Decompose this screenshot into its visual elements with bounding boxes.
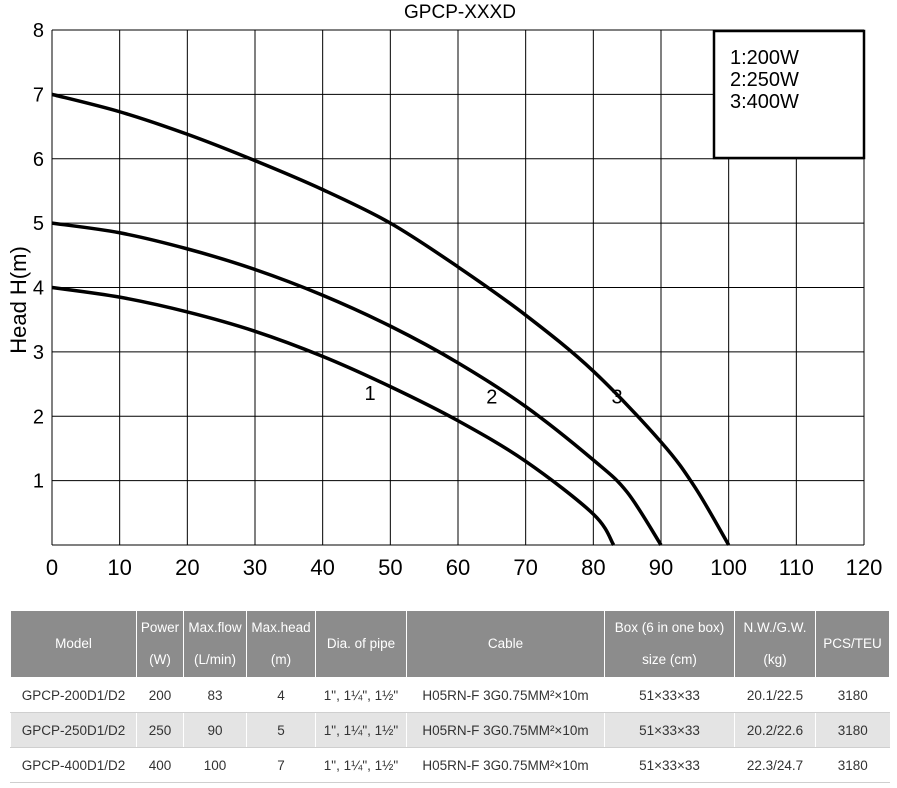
column-header: Max.flow (L/min) (183, 610, 247, 678)
table-cell: 7 (246, 747, 316, 783)
column-header-line2: (kg) (763, 652, 787, 667)
y-tick-label: 6 (33, 149, 44, 171)
table-cell: 3180 (815, 677, 890, 713)
chart-curves (51, 92, 731, 546)
column-header-line1: PCS/TEU (823, 636, 882, 651)
table-cell: 1", 1¼", 1½" (315, 712, 407, 748)
x-tick-label: 10 (107, 555, 131, 580)
column-header-line2: size (cm) (642, 652, 697, 667)
curve-1 (51, 285, 616, 546)
table-cell: 3180 (815, 712, 890, 748)
column-header: Model (10, 610, 137, 678)
column-header: PCS/TEU (815, 610, 890, 678)
table-cell: 3180 (815, 747, 890, 783)
column-header-line1: Model (55, 636, 92, 651)
table-cell: 1", 1¼", 1½" (315, 677, 407, 713)
x-tick-label: 110 (779, 555, 814, 580)
x-tick-label: 0 (46, 555, 58, 580)
spec-table: Model Power (W) Max.flow (L/min) Max.head (m) D… (10, 610, 890, 783)
table-cell: 20.2/22.6 (734, 712, 816, 748)
y-axis-label: Head H(m) (6, 246, 31, 354)
table-row: GPCP-400D1/D2 400 100 7 1", 1¼", 1½" H05RN-F … (10, 747, 890, 783)
y-tick-label: 3 (33, 342, 44, 364)
column-header-line2: (m) (270, 652, 292, 667)
legend-entry: 1:200W (730, 47, 799, 69)
table-cell: 1", 1¼", 1½" (315, 747, 407, 783)
column-header-line1: N.W./G.W. (743, 620, 807, 635)
column-header: N.W./G.W. (kg) (734, 610, 816, 678)
table-cell: H05RN-F 3G0.75MM²×10m (406, 712, 605, 748)
table-cell: 4 (246, 677, 316, 713)
y-tick-label: 4 (33, 278, 44, 300)
table-cell: GPCP-400D1/D2 (10, 747, 137, 783)
column-header: Power (W) (136, 610, 184, 678)
column-header-line1: Box (6 in one box) (614, 620, 725, 635)
table-cell: 250 (136, 712, 184, 748)
column-header-line1: Max.head (251, 620, 311, 635)
table-cell: GPCP-250D1/D2 (10, 712, 137, 748)
column-header-line2: (L/min) (193, 652, 236, 667)
table-cell: 51×33×33 (604, 677, 735, 713)
x-tick-label: 20 (175, 555, 199, 580)
table-cell: GPCP-200D1/D2 (10, 677, 137, 713)
table-header-row: Model Power (W) Max.flow (L/min) Max.head (m) D… (10, 610, 890, 678)
x-tick-label: 80 (581, 555, 605, 580)
table-cell: 83 (183, 677, 247, 713)
legend-entry: 3:400W (730, 91, 799, 113)
pump-performance-chart: GPCP-XXXD 0 10 20 30 40 50 60 70 80 90 100 110 120 1… (6, 2, 882, 580)
y-axis-ticks: 1 2 3 4 5 6 7 8 (33, 20, 44, 493)
table-cell: 51×33×33 (604, 747, 735, 783)
table-cell: 90 (183, 712, 247, 748)
curve-label-1: 1 (364, 383, 375, 405)
column-header-line1: Dia. of pipe (326, 636, 396, 651)
table-row: GPCP-250D1/D2 250 90 5 1", 1¼", 1½" H05RN-F 3… (10, 712, 890, 748)
table-cell: H05RN-F 3G0.75MM²×10m (406, 677, 605, 713)
curve-2 (51, 221, 663, 546)
table-row: GPCP-200D1/D2 200 83 4 1", 1¼", 1½" H05RN-F 3… (10, 677, 890, 713)
table-cell: 100 (183, 747, 247, 783)
x-tick-label: 50 (378, 555, 402, 580)
x-tick-label: 120 (846, 555, 883, 580)
y-tick-label: 1 (33, 471, 44, 493)
curve-labels: 1 2 3 (364, 383, 622, 408)
x-tick-label: 100 (710, 555, 747, 580)
column-header: Cable (406, 610, 605, 678)
table-cell: 51×33×33 (604, 712, 735, 748)
column-header-line2: (W) (149, 652, 171, 667)
x-tick-label: 60 (446, 555, 470, 580)
curve-label-3: 3 (611, 386, 622, 408)
y-tick-label: 2 (33, 406, 44, 428)
legend-entry: 2:250W (730, 69, 799, 91)
y-tick-label: 5 (33, 213, 44, 235)
column-header: Box (6 in one box) size (cm) (604, 610, 735, 678)
legend-box (712, 29, 866, 160)
table-cell: 20.1/22.5 (734, 677, 816, 713)
curve-label-2: 2 (486, 386, 497, 408)
column-header-line1: Max.flow (188, 620, 242, 635)
chart-title: GPCP-XXXD (404, 2, 516, 23)
x-tick-label: 30 (243, 555, 267, 580)
column-header-line1: Cable (487, 636, 524, 651)
table-cell: 5 (246, 712, 316, 748)
column-header: Dia. of pipe (315, 610, 407, 678)
y-tick-label: 8 (33, 20, 44, 42)
x-tick-label: 70 (513, 555, 537, 580)
column-header: Max.head (m) (246, 610, 316, 678)
x-tick-label: 40 (310, 555, 334, 580)
x-axis-ticks: 0 10 20 30 40 50 60 70 80 90 100 110 120 (46, 555, 882, 580)
table-cell: 22.3/24.7 (734, 747, 816, 783)
table-cell: 200 (136, 677, 184, 713)
x-tick-label: 90 (649, 555, 673, 580)
curve-3 (51, 92, 731, 546)
column-header-line1: Power (140, 620, 180, 635)
table-cell: 400 (136, 747, 184, 783)
table-cell: H05RN-F 3G0.75MM²×10m (406, 747, 605, 783)
y-tick-label: 7 (33, 84, 44, 106)
